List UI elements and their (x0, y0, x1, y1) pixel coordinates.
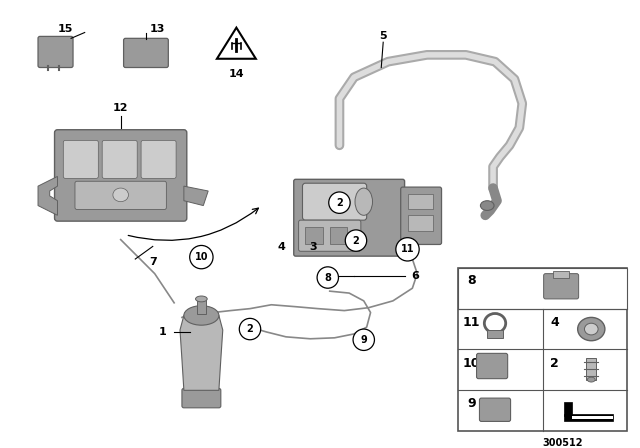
Ellipse shape (355, 188, 372, 215)
Ellipse shape (481, 201, 494, 211)
Circle shape (346, 230, 367, 251)
Circle shape (239, 319, 260, 340)
FancyBboxPatch shape (299, 220, 361, 251)
Text: 3: 3 (309, 242, 317, 252)
Bar (586, 358, 596, 379)
FancyBboxPatch shape (294, 179, 404, 256)
Bar (458, 268, 627, 309)
Circle shape (329, 192, 350, 213)
Text: 2: 2 (336, 198, 343, 208)
Polygon shape (217, 28, 256, 59)
FancyBboxPatch shape (479, 398, 511, 422)
FancyBboxPatch shape (75, 181, 166, 210)
FancyBboxPatch shape (303, 183, 367, 220)
FancyBboxPatch shape (182, 388, 221, 408)
Bar (196, 299, 206, 314)
FancyBboxPatch shape (401, 187, 442, 245)
Ellipse shape (584, 323, 598, 335)
Text: 2: 2 (550, 357, 559, 370)
Text: 9: 9 (467, 397, 476, 410)
Text: 10: 10 (195, 252, 208, 262)
Bar (564, 402, 572, 416)
Polygon shape (184, 186, 208, 206)
Bar (564, 414, 612, 422)
Text: 5: 5 (380, 31, 387, 41)
Text: 4: 4 (550, 316, 559, 329)
FancyBboxPatch shape (141, 140, 176, 178)
Text: 8: 8 (467, 274, 476, 287)
Bar (572, 416, 612, 419)
Polygon shape (38, 177, 58, 215)
Circle shape (189, 246, 213, 269)
Bar (305, 227, 323, 245)
Bar (487, 330, 503, 338)
Text: 11: 11 (401, 244, 414, 254)
Circle shape (353, 329, 374, 350)
Bar (554, 271, 569, 277)
Text: 11: 11 (463, 316, 481, 329)
Text: 14: 14 (228, 69, 244, 79)
Ellipse shape (184, 306, 219, 325)
Text: 1: 1 (159, 327, 166, 337)
Ellipse shape (196, 296, 207, 302)
FancyBboxPatch shape (102, 140, 137, 178)
Circle shape (396, 238, 419, 261)
Text: 13: 13 (150, 24, 165, 34)
Bar (408, 215, 433, 231)
FancyBboxPatch shape (54, 130, 187, 221)
Bar (330, 227, 348, 245)
Text: 7: 7 (149, 257, 157, 267)
FancyBboxPatch shape (477, 353, 508, 379)
Polygon shape (180, 315, 223, 390)
FancyBboxPatch shape (63, 140, 99, 178)
Ellipse shape (588, 377, 595, 382)
Bar (408, 194, 433, 210)
Ellipse shape (113, 188, 129, 202)
Text: 300512: 300512 (543, 438, 583, 448)
Text: 4: 4 (277, 242, 285, 252)
Text: 8: 8 (324, 272, 332, 283)
FancyBboxPatch shape (124, 39, 168, 68)
Text: 10: 10 (463, 357, 481, 370)
Text: 15: 15 (58, 24, 73, 34)
Circle shape (317, 267, 339, 288)
Text: 2: 2 (246, 324, 253, 334)
Ellipse shape (578, 317, 605, 341)
FancyBboxPatch shape (543, 274, 579, 299)
Text: 2: 2 (353, 236, 359, 246)
Bar (458, 268, 627, 431)
Text: 9: 9 (360, 335, 367, 345)
FancyBboxPatch shape (38, 36, 73, 68)
Text: 12: 12 (113, 103, 129, 113)
Text: 6: 6 (412, 271, 419, 280)
